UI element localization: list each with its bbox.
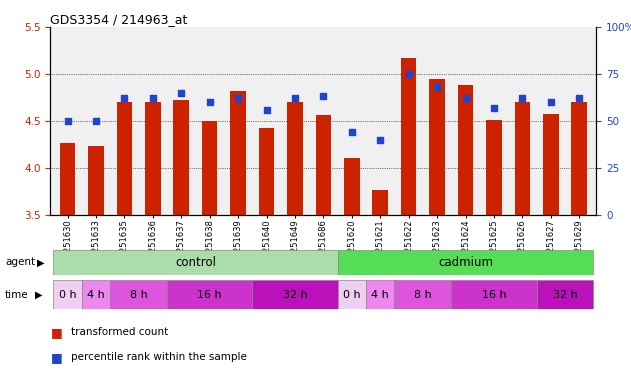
Point xyxy=(517,95,528,101)
Bar xyxy=(54,250,338,275)
Bar xyxy=(167,280,252,309)
Bar xyxy=(316,115,331,215)
Point xyxy=(404,71,414,77)
Text: agent: agent xyxy=(5,257,35,267)
Bar xyxy=(451,280,536,309)
Point xyxy=(233,95,243,101)
Point xyxy=(176,90,186,96)
Point xyxy=(319,93,329,99)
Bar xyxy=(338,250,593,275)
Text: 16 h: 16 h xyxy=(198,290,222,300)
Text: 4 h: 4 h xyxy=(87,290,105,300)
Bar xyxy=(287,102,303,215)
Bar xyxy=(543,114,558,215)
Point xyxy=(347,129,357,135)
Bar xyxy=(366,280,394,309)
Point xyxy=(119,95,129,101)
Text: 8 h: 8 h xyxy=(130,290,148,300)
Bar xyxy=(394,280,451,309)
Bar xyxy=(88,146,103,215)
Bar xyxy=(259,127,274,215)
Bar xyxy=(202,121,218,215)
Text: 0 h: 0 h xyxy=(343,290,361,300)
Text: GDS3354 / 214963_at: GDS3354 / 214963_at xyxy=(50,13,188,26)
Bar xyxy=(60,142,75,215)
Bar xyxy=(110,280,167,309)
Bar xyxy=(486,120,502,215)
Text: percentile rank within the sample: percentile rank within the sample xyxy=(71,352,247,362)
Bar xyxy=(117,102,133,215)
Point xyxy=(461,95,471,101)
Point xyxy=(375,137,386,143)
Point xyxy=(489,105,499,111)
Bar xyxy=(536,280,593,309)
Text: 4 h: 4 h xyxy=(372,290,389,300)
Text: time: time xyxy=(5,290,28,300)
Bar xyxy=(54,280,82,309)
Bar xyxy=(572,102,587,215)
Bar xyxy=(401,58,416,215)
Point xyxy=(574,95,584,101)
Bar xyxy=(429,79,445,215)
Text: ▶: ▶ xyxy=(37,257,44,267)
Text: ▶: ▶ xyxy=(35,290,42,300)
Text: ■: ■ xyxy=(50,351,62,364)
Bar xyxy=(82,280,110,309)
Text: 32 h: 32 h xyxy=(553,290,577,300)
Point xyxy=(432,84,442,90)
Text: 32 h: 32 h xyxy=(283,290,307,300)
Point xyxy=(91,118,101,124)
Bar xyxy=(174,100,189,215)
Bar xyxy=(252,280,338,309)
Text: 0 h: 0 h xyxy=(59,290,76,300)
Bar xyxy=(457,85,473,215)
Point xyxy=(204,99,215,105)
Point xyxy=(290,95,300,101)
Bar xyxy=(230,91,246,215)
Text: 8 h: 8 h xyxy=(414,290,432,300)
Text: 16 h: 16 h xyxy=(481,290,506,300)
Text: cadmium: cadmium xyxy=(438,256,493,268)
Point xyxy=(62,118,73,124)
Text: control: control xyxy=(175,256,216,268)
Bar xyxy=(344,158,360,215)
Point xyxy=(148,95,158,101)
Point xyxy=(546,99,556,105)
Text: ■: ■ xyxy=(50,326,62,339)
Bar xyxy=(372,190,388,215)
Bar xyxy=(145,102,161,215)
Bar xyxy=(514,102,530,215)
Bar xyxy=(338,280,366,309)
Point xyxy=(261,107,271,113)
Text: transformed count: transformed count xyxy=(71,327,168,337)
